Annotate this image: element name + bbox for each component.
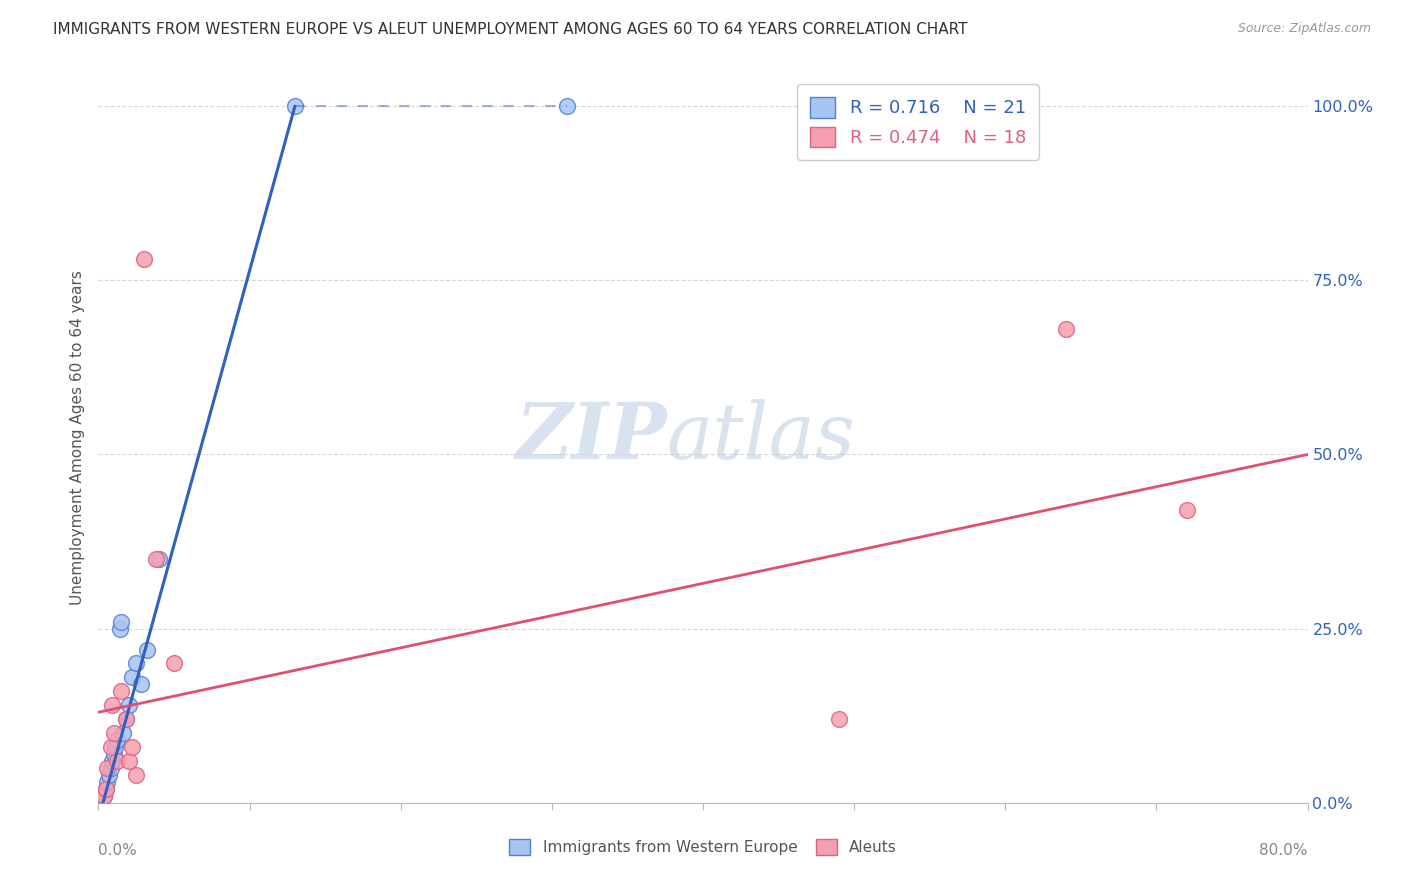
Point — [118, 754, 141, 768]
Point — [100, 761, 122, 775]
Point — [104, 740, 127, 755]
Text: atlas: atlas — [666, 399, 855, 475]
Point — [105, 733, 128, 747]
Text: Source: ZipAtlas.com: Source: ZipAtlas.com — [1237, 22, 1371, 36]
Point — [110, 684, 132, 698]
Point — [132, 252, 155, 267]
Y-axis label: Unemployment Among Ages 60 to 64 years: Unemployment Among Ages 60 to 64 years — [69, 269, 84, 605]
Point — [121, 670, 143, 684]
Point — [114, 712, 136, 726]
Point — [108, 622, 131, 636]
Point — [148, 552, 170, 566]
Point — [555, 99, 578, 113]
Point — [101, 698, 124, 713]
Point — [98, 768, 121, 782]
Point — [828, 712, 851, 726]
Point — [145, 552, 167, 566]
Point — [94, 781, 117, 796]
Text: IMMIGRANTS FROM WESTERN EUROPE VS ALEUT UNEMPLOYMENT AMONG AGES 60 TO 64 YEARS C: IMMIGRANTS FROM WESTERN EUROPE VS ALEUT … — [53, 22, 967, 37]
Point — [129, 677, 152, 691]
Point — [121, 740, 143, 755]
Text: 80.0%: 80.0% — [1260, 843, 1308, 858]
Point — [118, 698, 141, 713]
Point — [93, 789, 115, 803]
Point — [114, 712, 136, 726]
Text: ZIP: ZIP — [515, 399, 666, 475]
Point — [135, 642, 157, 657]
Point — [96, 775, 118, 789]
Point — [125, 768, 148, 782]
Point — [101, 754, 124, 768]
Point — [93, 789, 115, 803]
Point — [284, 99, 307, 113]
Point — [100, 740, 122, 755]
Point — [111, 726, 134, 740]
Point — [1054, 322, 1077, 336]
Point — [110, 615, 132, 629]
Point — [105, 754, 128, 768]
Point — [163, 657, 186, 671]
Text: 0.0%: 0.0% — [98, 843, 138, 858]
Point — [94, 781, 117, 796]
Point — [125, 657, 148, 671]
Point — [1175, 503, 1198, 517]
Point — [96, 761, 118, 775]
Legend: Immigrants from Western Europe, Aleuts: Immigrants from Western Europe, Aleuts — [503, 833, 903, 861]
Point — [103, 726, 125, 740]
Point — [103, 747, 125, 761]
